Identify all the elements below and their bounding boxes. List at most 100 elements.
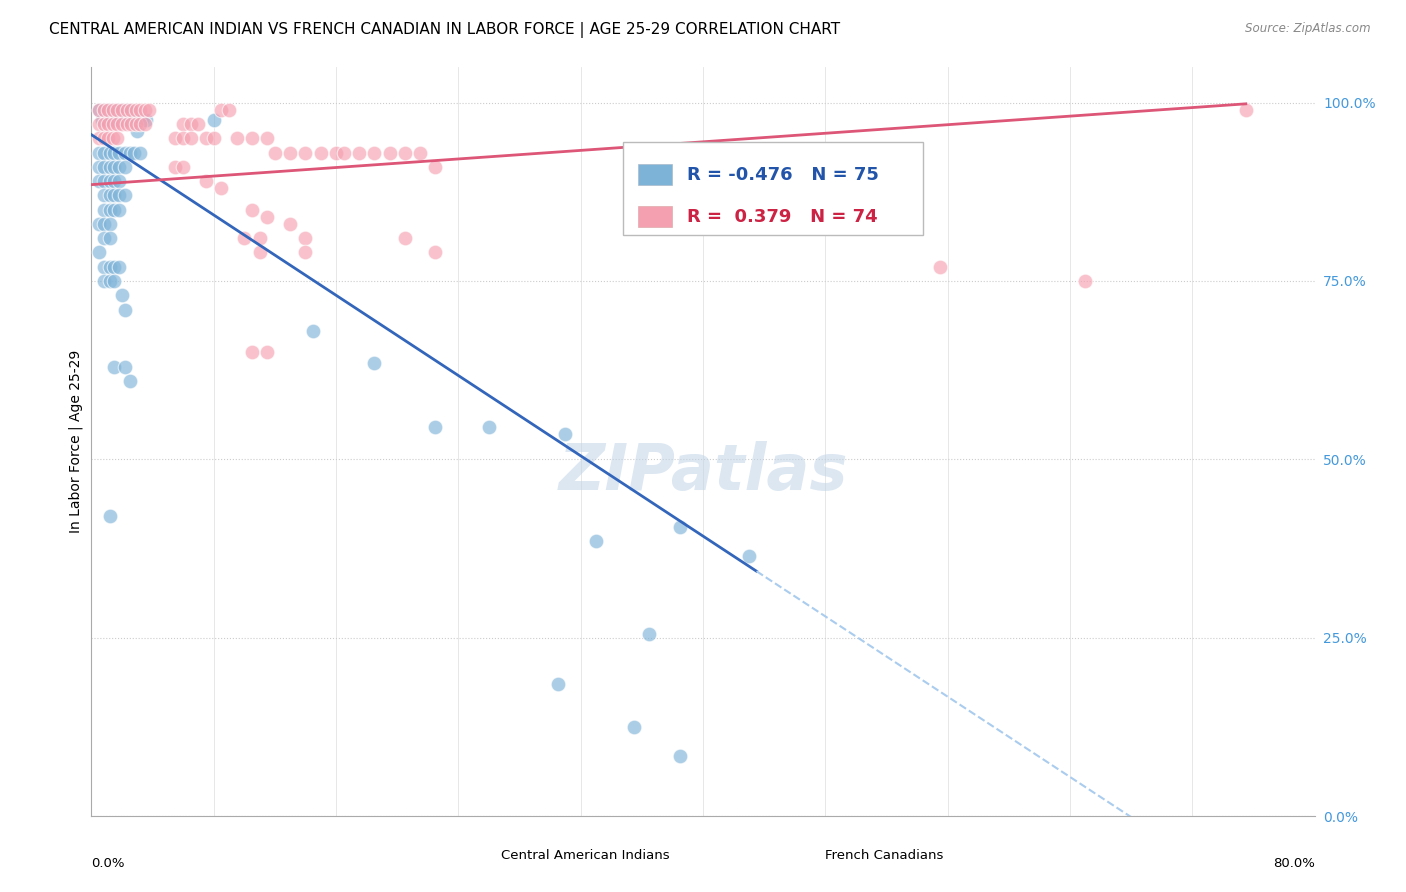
- Text: ZIPatlas: ZIPatlas: [558, 441, 848, 502]
- Point: [209, 103, 232, 117]
- Point: [93, 217, 115, 231]
- Point: [165, 160, 187, 174]
- Point: [929, 260, 952, 274]
- Point: [111, 103, 134, 117]
- Point: [195, 131, 218, 145]
- Point: [172, 117, 194, 131]
- Point: [108, 188, 131, 202]
- Point: [120, 103, 142, 117]
- Point: [332, 145, 354, 160]
- Point: [104, 103, 127, 117]
- Point: [278, 145, 301, 160]
- Point: [669, 748, 692, 763]
- Point: [115, 117, 138, 131]
- Point: [108, 160, 131, 174]
- Point: [425, 245, 447, 260]
- Point: [131, 113, 153, 128]
- Point: [97, 103, 120, 117]
- Text: 80.0%: 80.0%: [1272, 857, 1315, 871]
- Point: [103, 359, 125, 374]
- Point: [294, 245, 316, 260]
- Point: [118, 145, 141, 160]
- Point: [165, 131, 187, 145]
- Point: [225, 131, 247, 145]
- Point: [233, 231, 256, 245]
- Point: [669, 520, 692, 534]
- Point: [114, 359, 136, 374]
- Point: [97, 103, 120, 117]
- Point: [87, 103, 110, 117]
- Point: [98, 509, 121, 524]
- Point: [209, 181, 232, 195]
- Point: [120, 103, 142, 117]
- Point: [129, 103, 152, 117]
- Point: [585, 534, 607, 549]
- Point: [87, 174, 110, 188]
- Point: [325, 145, 347, 160]
- Point: [134, 103, 156, 117]
- Point: [425, 160, 447, 174]
- Point: [127, 124, 149, 138]
- Point: [129, 145, 152, 160]
- Point: [93, 174, 115, 188]
- Point: [172, 160, 194, 174]
- Point: [105, 131, 128, 145]
- Point: [554, 427, 576, 442]
- Point: [111, 288, 134, 302]
- Point: [93, 160, 115, 174]
- Point: [87, 245, 110, 260]
- FancyBboxPatch shape: [638, 206, 672, 227]
- Point: [135, 113, 157, 128]
- Point: [103, 274, 125, 288]
- Point: [378, 145, 401, 160]
- Point: [114, 145, 136, 160]
- Point: [249, 245, 271, 260]
- Point: [256, 131, 278, 145]
- Point: [127, 113, 149, 128]
- Point: [87, 217, 110, 231]
- Text: French Canadians: French Canadians: [825, 848, 943, 862]
- Point: [98, 274, 121, 288]
- Point: [111, 117, 134, 131]
- Point: [87, 103, 110, 117]
- Point: [122, 113, 145, 128]
- Point: [103, 188, 125, 202]
- Point: [91, 113, 114, 128]
- Point: [93, 117, 115, 131]
- Point: [101, 117, 124, 131]
- Point: [93, 231, 115, 245]
- Point: [122, 145, 145, 160]
- Point: [195, 174, 218, 188]
- Y-axis label: In Labor Force | Age 25-29: In Labor Force | Age 25-29: [69, 350, 83, 533]
- Point: [118, 374, 141, 388]
- Point: [409, 145, 432, 160]
- Point: [87, 145, 110, 160]
- Point: [138, 103, 160, 117]
- Point: [98, 202, 121, 217]
- Point: [134, 117, 156, 131]
- Point: [180, 131, 202, 145]
- FancyBboxPatch shape: [638, 164, 672, 186]
- Point: [98, 231, 121, 245]
- Point: [108, 202, 131, 217]
- Point: [93, 202, 115, 217]
- Point: [129, 117, 152, 131]
- Point: [240, 131, 263, 145]
- Point: [98, 160, 121, 174]
- Point: [394, 145, 416, 160]
- Point: [115, 103, 138, 117]
- Point: [101, 131, 124, 145]
- Point: [103, 145, 125, 160]
- Point: [240, 202, 263, 217]
- Point: [218, 103, 240, 117]
- Point: [363, 145, 385, 160]
- Point: [125, 117, 148, 131]
- Point: [93, 188, 115, 202]
- Point: [108, 260, 131, 274]
- Point: [1074, 274, 1097, 288]
- Point: [100, 103, 122, 117]
- Point: [738, 549, 761, 563]
- Point: [264, 145, 287, 160]
- Point: [97, 117, 120, 131]
- Point: [110, 113, 132, 128]
